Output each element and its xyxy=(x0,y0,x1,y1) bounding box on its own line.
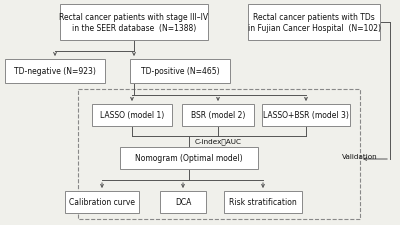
Bar xyxy=(130,60,230,84)
Bar xyxy=(92,105,172,126)
Text: DCA: DCA xyxy=(175,198,191,207)
Text: TD-negative (N=923): TD-negative (N=923) xyxy=(14,67,96,76)
Text: LASSO+BSR (model 3): LASSO+BSR (model 3) xyxy=(263,111,349,120)
Text: Calibration curve: Calibration curve xyxy=(69,198,135,207)
Text: TD-positive (N=465): TD-positive (N=465) xyxy=(141,67,219,76)
Text: C-index，AUC: C-index，AUC xyxy=(195,138,242,145)
Bar xyxy=(248,5,380,41)
Bar xyxy=(160,191,206,213)
Bar xyxy=(5,60,105,84)
Text: BSR (model 2): BSR (model 2) xyxy=(191,111,245,120)
Bar xyxy=(262,105,350,126)
Text: LASSO (model 1): LASSO (model 1) xyxy=(100,111,164,120)
Bar xyxy=(78,90,360,219)
Bar xyxy=(224,191,302,213)
Text: Rectal cancer patients with stage III–IV
in the SEER database  (N=1388): Rectal cancer patients with stage III–IV… xyxy=(60,13,208,33)
Bar xyxy=(65,191,139,213)
Text: Risk stratification: Risk stratification xyxy=(229,198,297,207)
Bar xyxy=(60,5,208,41)
Text: Nomogram (Optimal model): Nomogram (Optimal model) xyxy=(135,154,243,163)
Bar xyxy=(182,105,254,126)
Text: Rectal cancer patients with TDs
in Fujian Cancer Hospital  (N=102): Rectal cancer patients with TDs in Fujia… xyxy=(248,13,380,33)
Text: Validation: Validation xyxy=(342,153,378,159)
Bar xyxy=(120,147,258,169)
